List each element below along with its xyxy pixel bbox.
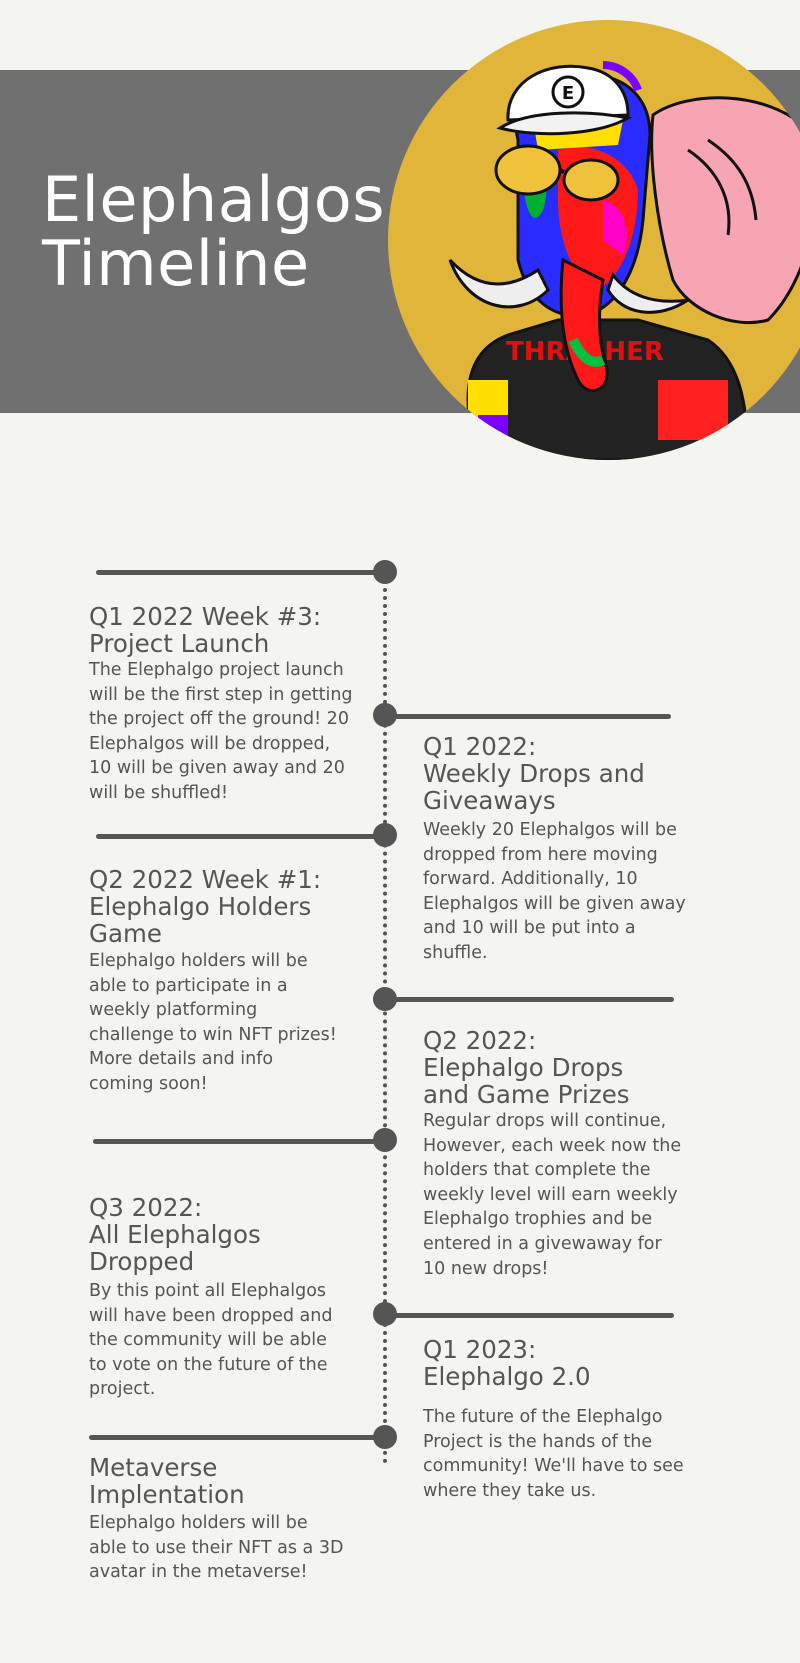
timeline-dot-5 <box>373 1128 397 1152</box>
timeline-bar-7 <box>89 1435 382 1440</box>
cap-logo-letter: E <box>562 83 574 104</box>
timeline-dot-4 <box>373 987 397 1011</box>
entry-body-1: The Elephalgo project launch will be the… <box>89 660 353 803</box>
timeline-bar-4 <box>385 997 674 1002</box>
timeline-bar-1 <box>96 570 382 575</box>
timeline-dot-6 <box>373 1302 397 1326</box>
timeline-dot-2 <box>373 703 397 727</box>
entry-body-4: Regular drops will continue, However, ea… <box>423 1111 682 1279</box>
title-line-1: Elephalgos <box>42 163 386 236</box>
timeline-dot-7 <box>373 1425 397 1449</box>
entry-heading-1: Q1 2022 Week #3: Project Launch <box>89 602 322 658</box>
title-line-2: Timeline <box>42 227 310 300</box>
timeline-dot-3 <box>373 823 397 847</box>
entry-body-7: Elephalgo holders will be able to use th… <box>89 1513 344 1583</box>
entry-heading-2: Q1 2022: Weekly Drops and Giveaways <box>423 732 645 815</box>
timeline-bar-6 <box>385 1313 674 1318</box>
entry-heading-3: Q2 2022 Week #1: Elephalgo Holders Game <box>89 865 322 948</box>
timeline-bar-3 <box>96 834 382 839</box>
entry-heading-7: Metaverse Implentation <box>89 1453 245 1509</box>
entry-heading-5: Q3 2022: All Elephalgos Dropped <box>89 1193 261 1276</box>
timeline-bar-5 <box>93 1139 382 1144</box>
timeline-spine <box>383 572 387 1464</box>
timeline-dot-1 <box>373 560 397 584</box>
entry-body-2: Weekly 20 Elephalgos will be dropped fro… <box>423 820 686 963</box>
entry-heading-4: Q2 2022: Elephalgo Drops and Game Prizes <box>423 1026 630 1109</box>
entry-body-6: The future of the Elephalgo Project is t… <box>423 1407 684 1501</box>
elephant-nft-illustration: THRASHER E <box>388 20 800 460</box>
timeline-bar-2 <box>385 714 671 719</box>
entry-body-5: By this point all Elephalgos will have b… <box>89 1281 333 1400</box>
page-title: Elephalgos Timeline <box>42 168 385 296</box>
entry-heading-6: Q1 2023: Elephalgo 2.0 <box>423 1335 591 1391</box>
entry-body-3: Elephalgo holders will be able to partic… <box>89 951 337 1094</box>
